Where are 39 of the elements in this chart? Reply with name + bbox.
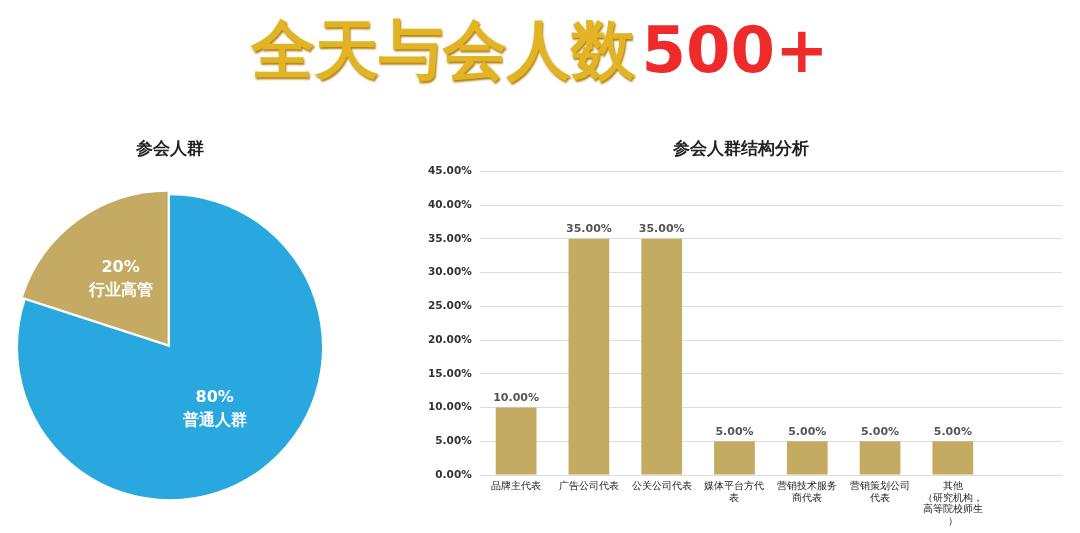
x-tick-label: 营销策划公司代表: [850, 480, 911, 503]
x-tick-label: 品牌主代表: [491, 480, 542, 492]
x-tick-label: 营销技术服务商代表: [777, 480, 838, 503]
data-label: 80%: [195, 386, 234, 406]
x-tick-label: 其他（研究机构，高等院校师生）: [922, 480, 983, 526]
y-tick-label: 10.00%: [428, 400, 473, 413]
x-tick-label: 媒体平台方代表: [704, 480, 765, 503]
bar: [641, 238, 683, 475]
y-tick-label: 15.00%: [428, 366, 473, 379]
y-tick-label: 30.00%: [428, 265, 473, 278]
y-tick-label: 45.00%: [428, 164, 473, 177]
y-tick-label: 5.00%: [435, 434, 473, 446]
data-label: 35.00%: [638, 222, 685, 236]
x-tick-label: 公关公司代表: [631, 480, 692, 492]
slice-label: 行业高管: [87, 280, 153, 300]
bar: [568, 238, 610, 475]
y-tick-label: 25.00%: [428, 299, 473, 312]
data-label: 5.00%: [788, 424, 827, 438]
bar: [495, 407, 537, 475]
bar: [786, 441, 828, 475]
data-label: 20%: [101, 257, 140, 277]
data-label: 35.00%: [565, 222, 612, 236]
chart-title: 参会人群结构分析: [672, 137, 809, 158]
data-label: 5.00%: [860, 424, 900, 438]
data-label: 5.00%: [715, 424, 754, 438]
data-label: 10.00%: [493, 390, 540, 404]
text: 500+: [641, 12, 829, 89]
text: 全天与会人数: [251, 12, 636, 89]
y-tick-label: 0.00%: [435, 467, 473, 480]
slice-label: 普通人群: [181, 409, 247, 429]
y-tick-label: 20.00%: [428, 332, 473, 345]
data-label: 5.00%: [933, 424, 972, 438]
chart-title: 参会人群: [135, 137, 204, 158]
y-tick-label: 35.00%: [428, 231, 473, 244]
x-tick-label: 广告公司代表: [558, 480, 619, 492]
bar: [859, 441, 901, 475]
bar: [932, 441, 974, 475]
bar: [714, 441, 755, 475]
y-tick-label: 40.00%: [428, 197, 473, 210]
